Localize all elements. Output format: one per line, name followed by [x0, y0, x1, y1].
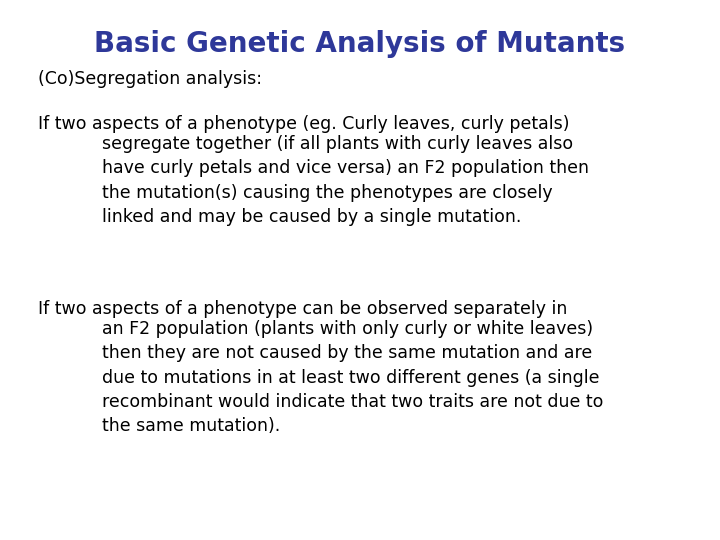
- Text: Basic Genetic Analysis of Mutants: Basic Genetic Analysis of Mutants: [94, 30, 626, 58]
- Text: If two aspects of a phenotype (eg. Curly leaves, curly petals): If two aspects of a phenotype (eg. Curly…: [38, 115, 570, 133]
- Text: (Co)Segregation analysis:: (Co)Segregation analysis:: [38, 70, 262, 88]
- Text: segregate together (if all plants with curly leaves also
    have curly petals a: segregate together (if all plants with c…: [80, 135, 589, 226]
- Text: If two aspects of a phenotype can be observed separately in: If two aspects of a phenotype can be obs…: [38, 300, 567, 318]
- Text: an F2 population (plants with only curly or white leaves)
    then they are not : an F2 population (plants with only curly…: [80, 320, 603, 435]
